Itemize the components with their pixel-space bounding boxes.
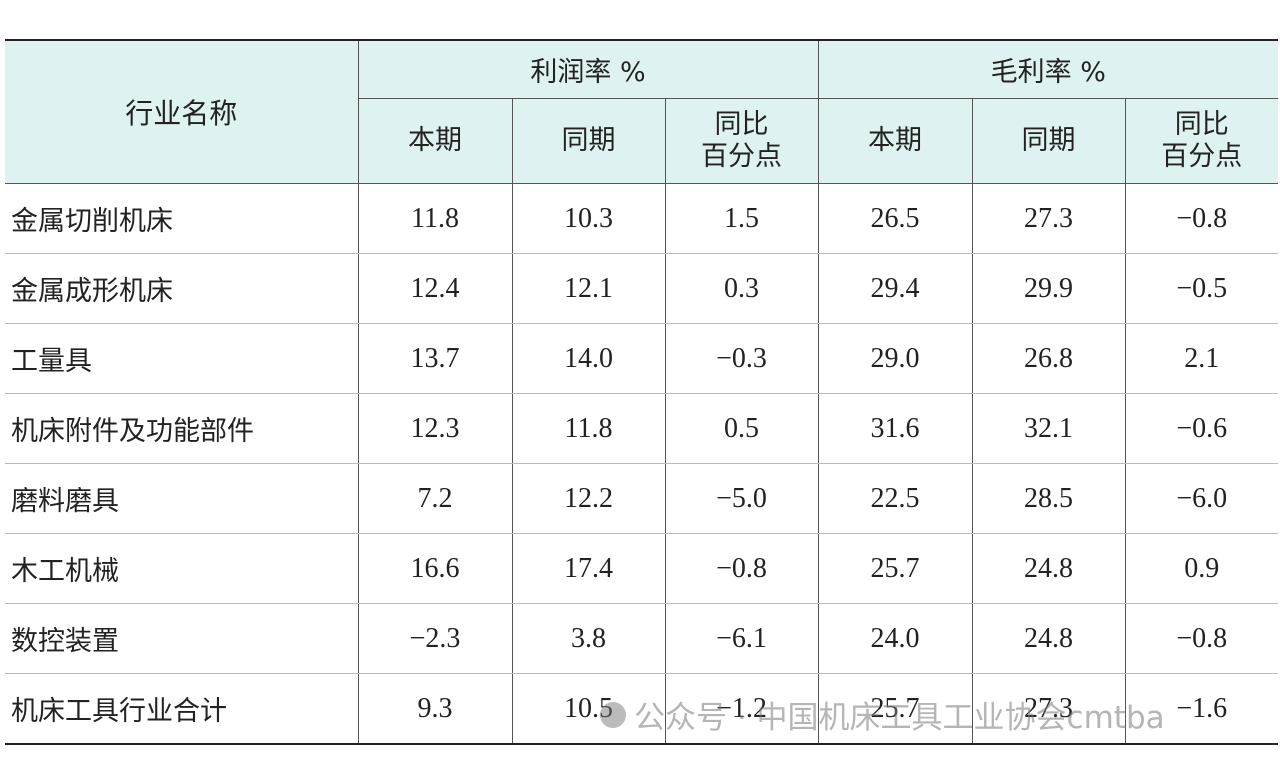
value-cell: −0.8 (664, 533, 819, 604)
value-cell: −5.0 (664, 463, 819, 534)
table-row: 机床附件及功能部件 12.3 11.8 0.5 31.6 32.1 −0.6 (5, 393, 1279, 464)
subheader-cell: 同比 百分点 (664, 98, 819, 184)
value-cell: 24.8 (971, 603, 1126, 674)
value-cell: 12.4 (357, 253, 513, 324)
industry-name: 机床附件及功能部件 (5, 393, 359, 464)
value-cell: 17.4 (511, 533, 666, 604)
table-row: 工量具 13.7 14.0 −0.3 29.0 26.8 2.1 (5, 323, 1279, 394)
value-cell: 11.8 (511, 393, 666, 464)
value-cell: 24.8 (971, 533, 1126, 604)
value-cell: 10.5 (511, 673, 666, 744)
value-cell: 27.3 (971, 183, 1126, 254)
header-row: 行业名称 利润率 % 毛利率 % (5, 40, 1279, 184)
value-cell: 0.5 (664, 393, 819, 464)
table-header: 行业名称 利润率 % 毛利率 % 本期 同期 同比 百分点 本期 同期 同比 百分点 (5, 40, 1279, 184)
watermark: 公众号 · 中国机床工具工业协会cmtba (600, 692, 1165, 737)
value-cell: 10.3 (511, 183, 666, 254)
subheader-cell: 同期 (511, 98, 666, 184)
value-cell: 14.0 (511, 323, 666, 394)
table-row: 金属成形机床 12.4 12.1 0.3 29.4 29.9 −0.5 (5, 253, 1279, 324)
value-cell: 3.8 (511, 603, 666, 674)
value-cell: 32.1 (971, 393, 1126, 464)
value-cell: 29.0 (817, 323, 973, 394)
value-cell: 24.0 (817, 603, 973, 674)
value-cell: 11.8 (357, 183, 513, 254)
value-cell: −2.3 (357, 603, 513, 674)
value-cell: 25.7 (817, 673, 973, 744)
table-row: 数控装置 −2.3 3.8 −6.1 24.0 24.8 −0.8 (5, 603, 1279, 674)
industry-name: 磨料磨具 (5, 463, 359, 534)
value-cell: 0.3 (664, 253, 819, 324)
industry-name: 工量具 (5, 323, 359, 394)
table-body: 金属切削机床 11.8 10.3 1.5 26.5 27.3 −0.8 金属成形机床 12.4 1… (5, 183, 1279, 744)
value-cell: 13.7 (357, 323, 513, 394)
header-cell: 行业名称 (5, 40, 359, 184)
value-cell: −1.2 (664, 673, 819, 744)
value-cell: −1.6 (1124, 673, 1279, 744)
value-cell: 31.6 (817, 393, 973, 464)
value-cell: 2.1 (1124, 323, 1279, 394)
industry-name: 金属成形机床 (5, 253, 359, 324)
table-row: 木工机械 16.6 17.4 −0.8 25.7 24.8 0.9 (5, 533, 1279, 604)
value-cell: −0.8 (1124, 603, 1279, 674)
table-row: 磨料磨具 7.2 12.2 −5.0 22.5 28.5 −6.0 (5, 463, 1279, 534)
value-cell: 29.4 (817, 253, 973, 324)
value-cell: 26.5 (817, 183, 973, 254)
group-header: 利润率 % (357, 40, 819, 99)
value-cell: 28.5 (971, 463, 1126, 534)
subheader-cell: 同期 (971, 98, 1126, 184)
value-cell: 16.6 (357, 533, 513, 604)
group-header: 毛利率 % (817, 40, 1279, 99)
value-cell: 0.9 (1124, 533, 1279, 604)
value-cell: −6.0 (1124, 463, 1279, 534)
subheader-cell: 同比 百分点 (1124, 98, 1279, 184)
value-cell: −0.6 (1124, 393, 1279, 464)
value-cell: 1.5 (664, 183, 819, 254)
industry-name: 金属切削机床 (5, 183, 359, 254)
industry-name: 机床工具行业合计 (5, 673, 359, 744)
table-row: 机床工具行业合计 9.3 10.5 −1.2 25.7 27.3 −1.6 (5, 673, 1279, 744)
value-cell: 7.2 (357, 463, 513, 534)
watermark-text: 公众号 · 中国机床工具工业协会cmtba (634, 700, 1165, 736)
value-cell: 12.2 (511, 463, 666, 534)
watermark-icon (600, 701, 626, 728)
value-cell: 9.3 (357, 673, 513, 744)
subheader-cell: 本期 (817, 98, 973, 184)
value-cell: −0.8 (1124, 183, 1279, 254)
value-cell: −6.1 (664, 603, 819, 674)
subheader-cell: 本期 (358, 98, 513, 184)
value-cell: 12.1 (511, 253, 666, 324)
subheader-row: 本期 同期 同比 百分点 本期 同期 同比 百分点 (5, 98, 1279, 184)
value-cell: −0.3 (664, 323, 819, 394)
value-cell: 25.7 (817, 533, 973, 604)
value-cell: 12.3 (357, 393, 513, 464)
value-cell: −0.5 (1124, 253, 1279, 324)
value-cell: 22.5 (817, 463, 973, 534)
value-cell: 27.3 (971, 673, 1126, 744)
table-row: 金属切削机床 11.8 10.3 1.5 26.5 27.3 −0.8 (5, 183, 1279, 254)
value-cell: 26.8 (971, 323, 1126, 394)
industry-name: 木工机械 (5, 533, 359, 604)
industry-name: 数控装置 (5, 603, 359, 674)
value-cell: 29.9 (971, 253, 1126, 324)
data-table: 行业名称 利润率 % 毛利率 % 本期 同期 同比 百分点 本期 同期 同比 百分点 金属切削机… (5, 39, 1279, 745)
